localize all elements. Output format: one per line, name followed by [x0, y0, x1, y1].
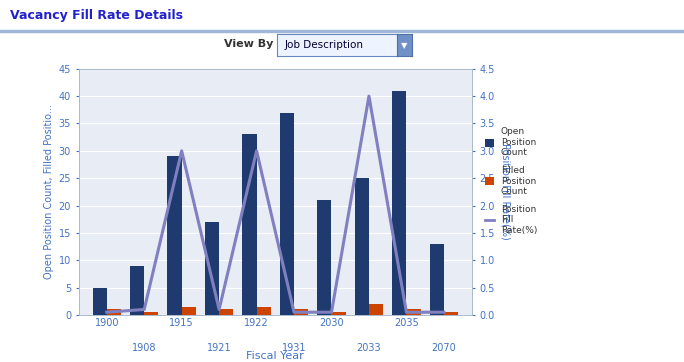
Text: Vacancy Fill Rate Details: Vacancy Fill Rate Details [10, 9, 183, 22]
Bar [168, 156, 182, 315]
Y-axis label: Position Fill Rate(%): Position Fill Rate(%) [501, 143, 511, 240]
Text: 2070: 2070 [432, 343, 456, 353]
Bar [219, 310, 233, 315]
Y-axis label: Open Position Count, Filled Positio...: Open Position Count, Filled Positio... [44, 104, 54, 279]
X-axis label: Fiscal Year: Fiscal Year [246, 352, 304, 361]
Bar [242, 134, 256, 315]
Bar [317, 200, 332, 315]
Bar [430, 244, 444, 315]
Text: 1921: 1921 [207, 343, 231, 353]
Text: 1908: 1908 [132, 343, 157, 353]
Bar [144, 312, 159, 315]
Bar [182, 307, 196, 315]
Text: 2033: 2033 [356, 343, 381, 353]
Bar [107, 310, 121, 315]
Bar [392, 90, 406, 315]
Bar [280, 113, 294, 315]
Text: View By: View By [224, 39, 274, 49]
Bar [92, 287, 107, 315]
Bar [294, 310, 308, 315]
Text: ▼: ▼ [401, 41, 408, 50]
Bar [256, 307, 271, 315]
Bar [369, 304, 383, 315]
Legend: Open
Position
Count, Filled
Position
Count, Position
Fill
Rate(%): Open Position Count, Filled Position Cou… [482, 125, 540, 237]
Bar [406, 310, 421, 315]
Text: Job Description: Job Description [285, 40, 363, 50]
Bar [130, 266, 144, 315]
Bar [332, 312, 345, 315]
Bar [205, 222, 219, 315]
Text: 1931: 1931 [282, 343, 306, 353]
Bar [444, 312, 458, 315]
Bar [355, 178, 369, 315]
